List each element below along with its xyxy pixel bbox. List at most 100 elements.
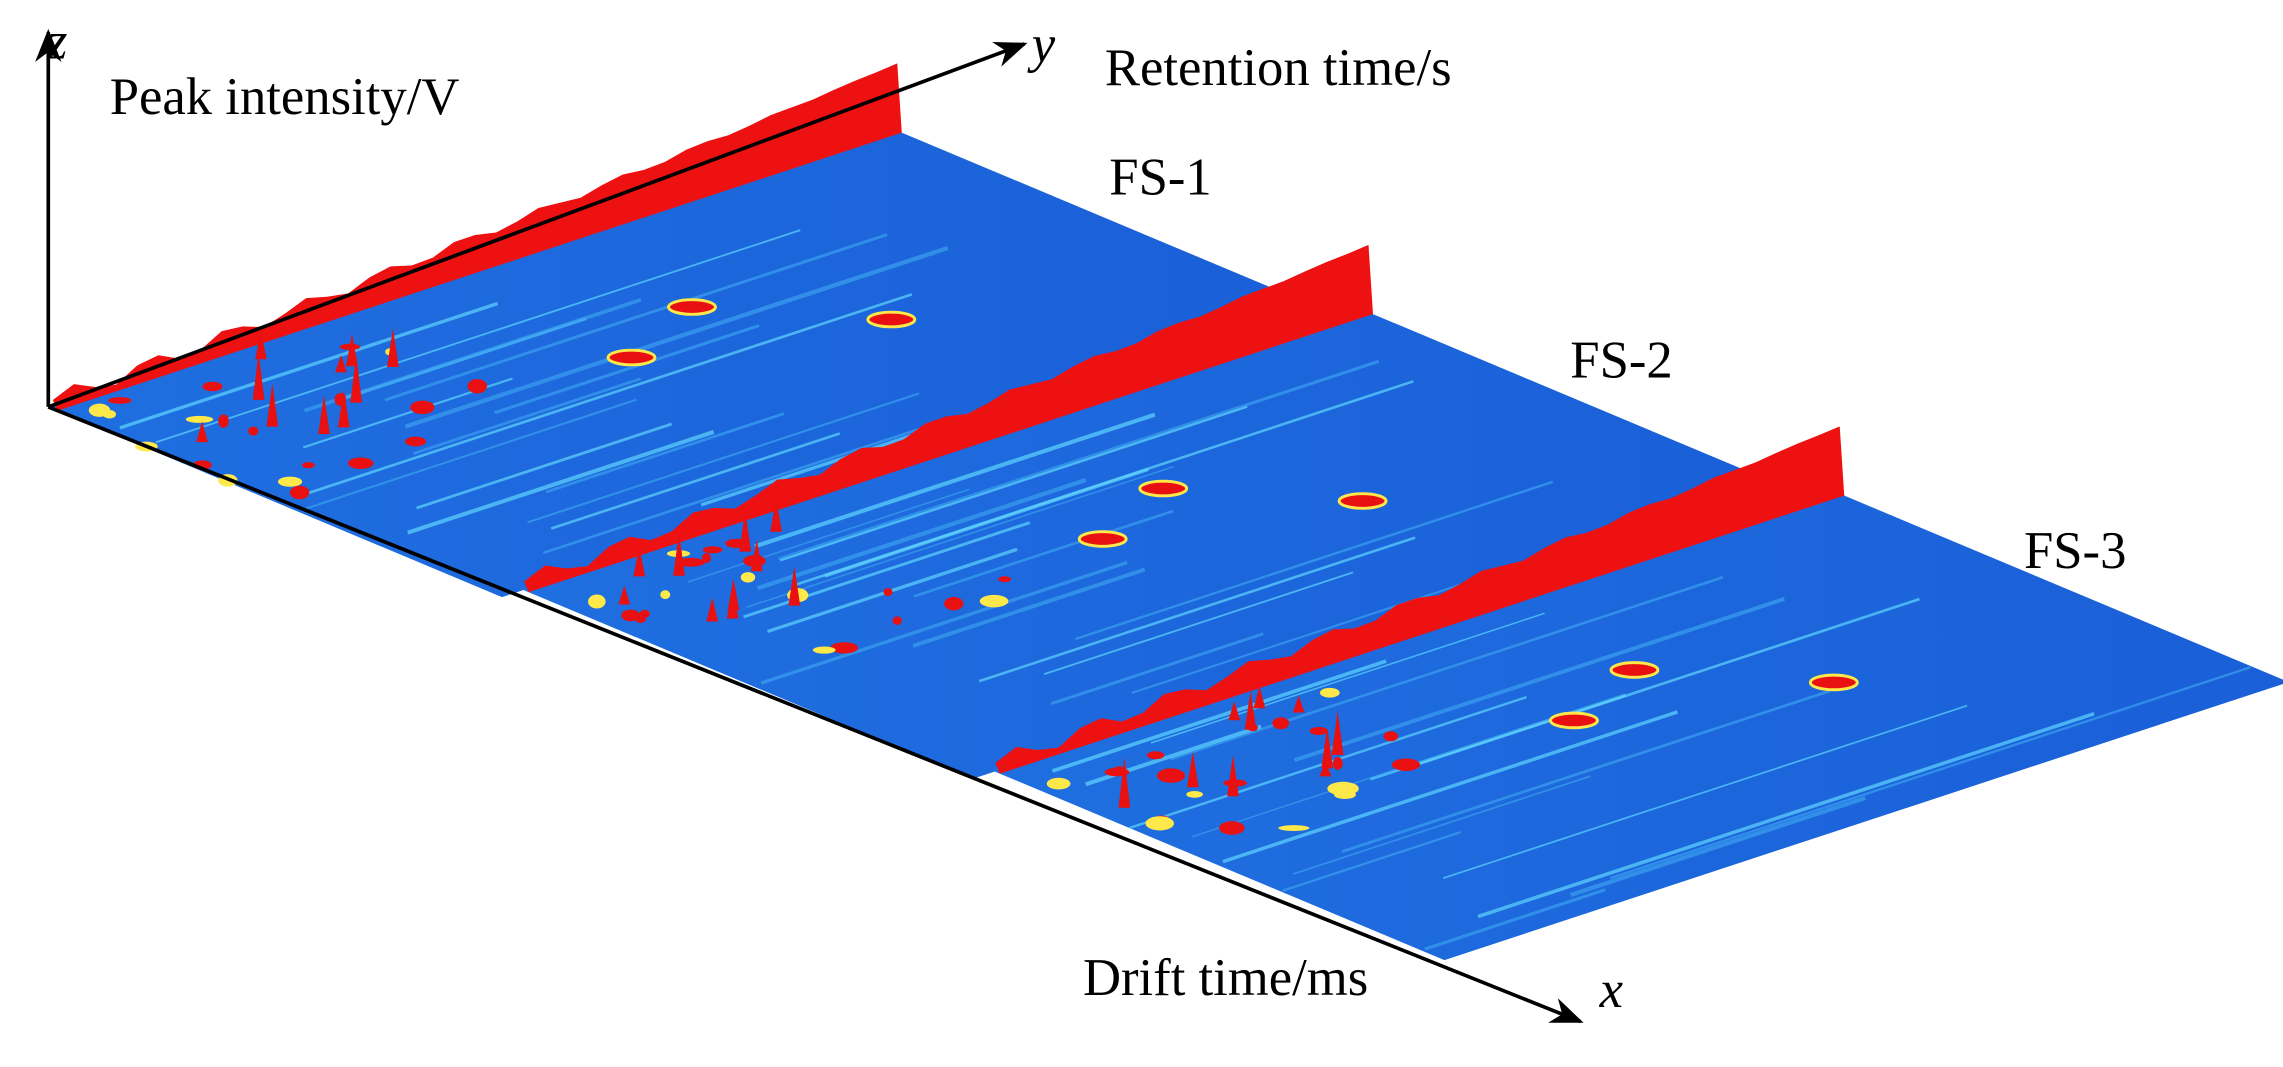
- streak: [1293, 597, 1785, 763]
- streak: [1341, 689, 1831, 853]
- peak: [350, 354, 363, 403]
- streak: [1074, 480, 1554, 641]
- streak: [779, 405, 1248, 562]
- peak: [277, 476, 303, 487]
- peak: [618, 585, 631, 605]
- peak: [346, 333, 358, 367]
- streak: [1442, 704, 1968, 880]
- streak: [754, 412, 1156, 549]
- streak: [1051, 659, 1387, 773]
- streak: [119, 301, 499, 430]
- peak: [1334, 790, 1356, 799]
- streak: [1043, 571, 1354, 676]
- streak: [1570, 795, 1866, 897]
- peak: [467, 379, 488, 394]
- peak: [1337, 492, 1388, 510]
- peak: [979, 594, 1009, 608]
- peak: [1227, 755, 1239, 797]
- peak: [1319, 687, 1340, 698]
- peak: [318, 395, 330, 434]
- peak: [1187, 751, 1199, 788]
- peak: [266, 383, 279, 427]
- peak: [998, 576, 1012, 583]
- peak: [1609, 661, 1660, 679]
- streak: [550, 432, 841, 530]
- peak: [788, 566, 801, 606]
- peak: [1118, 757, 1131, 808]
- peak: [1292, 695, 1305, 713]
- streak: [1170, 576, 1724, 761]
- peak: [702, 546, 723, 554]
- streak: [978, 536, 1416, 683]
- peak: [218, 414, 229, 428]
- peak: [606, 348, 657, 367]
- streak: [1292, 775, 1591, 875]
- peak: [1046, 777, 1071, 790]
- peak: [588, 594, 606, 609]
- ridge: [52, 63, 902, 411]
- spectrum-plane: [48, 128, 1347, 598]
- streak: [407, 430, 715, 535]
- peak: [633, 546, 646, 577]
- streak: [687, 488, 970, 583]
- streak: [756, 477, 1087, 591]
- peak: [335, 354, 347, 373]
- streak: [794, 380, 1414, 587]
- streak: [493, 324, 760, 415]
- streak: [416, 422, 673, 510]
- peak: [1112, 766, 1126, 774]
- peak: [1321, 727, 1334, 769]
- peak: [621, 609, 641, 622]
- streak: [384, 233, 888, 402]
- peak: [1272, 717, 1290, 730]
- streak: [913, 509, 1174, 598]
- peak: [1077, 530, 1128, 548]
- peak: [1219, 821, 1245, 835]
- peak: [410, 400, 435, 415]
- peak: [639, 609, 650, 618]
- streak: [912, 567, 1146, 648]
- peak: [883, 588, 893, 597]
- peak: [1146, 751, 1165, 760]
- streak: [746, 465, 1174, 609]
- streak: [545, 412, 785, 494]
- peak: [302, 462, 315, 469]
- streak: [542, 422, 935, 555]
- peak: [1156, 768, 1186, 783]
- peak: [739, 510, 752, 552]
- peak: [1383, 731, 1399, 742]
- streak: [1609, 666, 2251, 880]
- x-axis: [47, 405, 1584, 1024]
- peak: [727, 578, 740, 611]
- peak: [289, 485, 310, 500]
- sample-label: FS-2: [1570, 332, 1672, 390]
- peak: [1331, 711, 1344, 755]
- spectra: [48, 63, 2283, 961]
- streak: [1424, 888, 1606, 951]
- streak: [404, 245, 949, 429]
- streak: [1282, 831, 1462, 892]
- y-axis: [47, 41, 1028, 409]
- peak: [635, 615, 646, 623]
- peak: [1391, 758, 1421, 771]
- spectrum-plane: [519, 310, 1818, 779]
- z-letter: z: [46, 13, 68, 71]
- peak: [812, 646, 836, 654]
- peak: [102, 409, 117, 419]
- peak: [255, 330, 267, 360]
- peak: [770, 498, 782, 532]
- peak: [740, 572, 756, 583]
- ridge: [524, 244, 1374, 593]
- peak: [1145, 816, 1174, 831]
- peak: [185, 415, 214, 423]
- peak: [1332, 757, 1343, 770]
- streak: [527, 392, 920, 524]
- peak: [673, 532, 685, 576]
- y-letter: y: [1027, 16, 1056, 74]
- peak: [202, 381, 223, 392]
- peak: [347, 457, 374, 469]
- x-letter: x: [1599, 961, 1623, 1019]
- peak: [1244, 690, 1257, 730]
